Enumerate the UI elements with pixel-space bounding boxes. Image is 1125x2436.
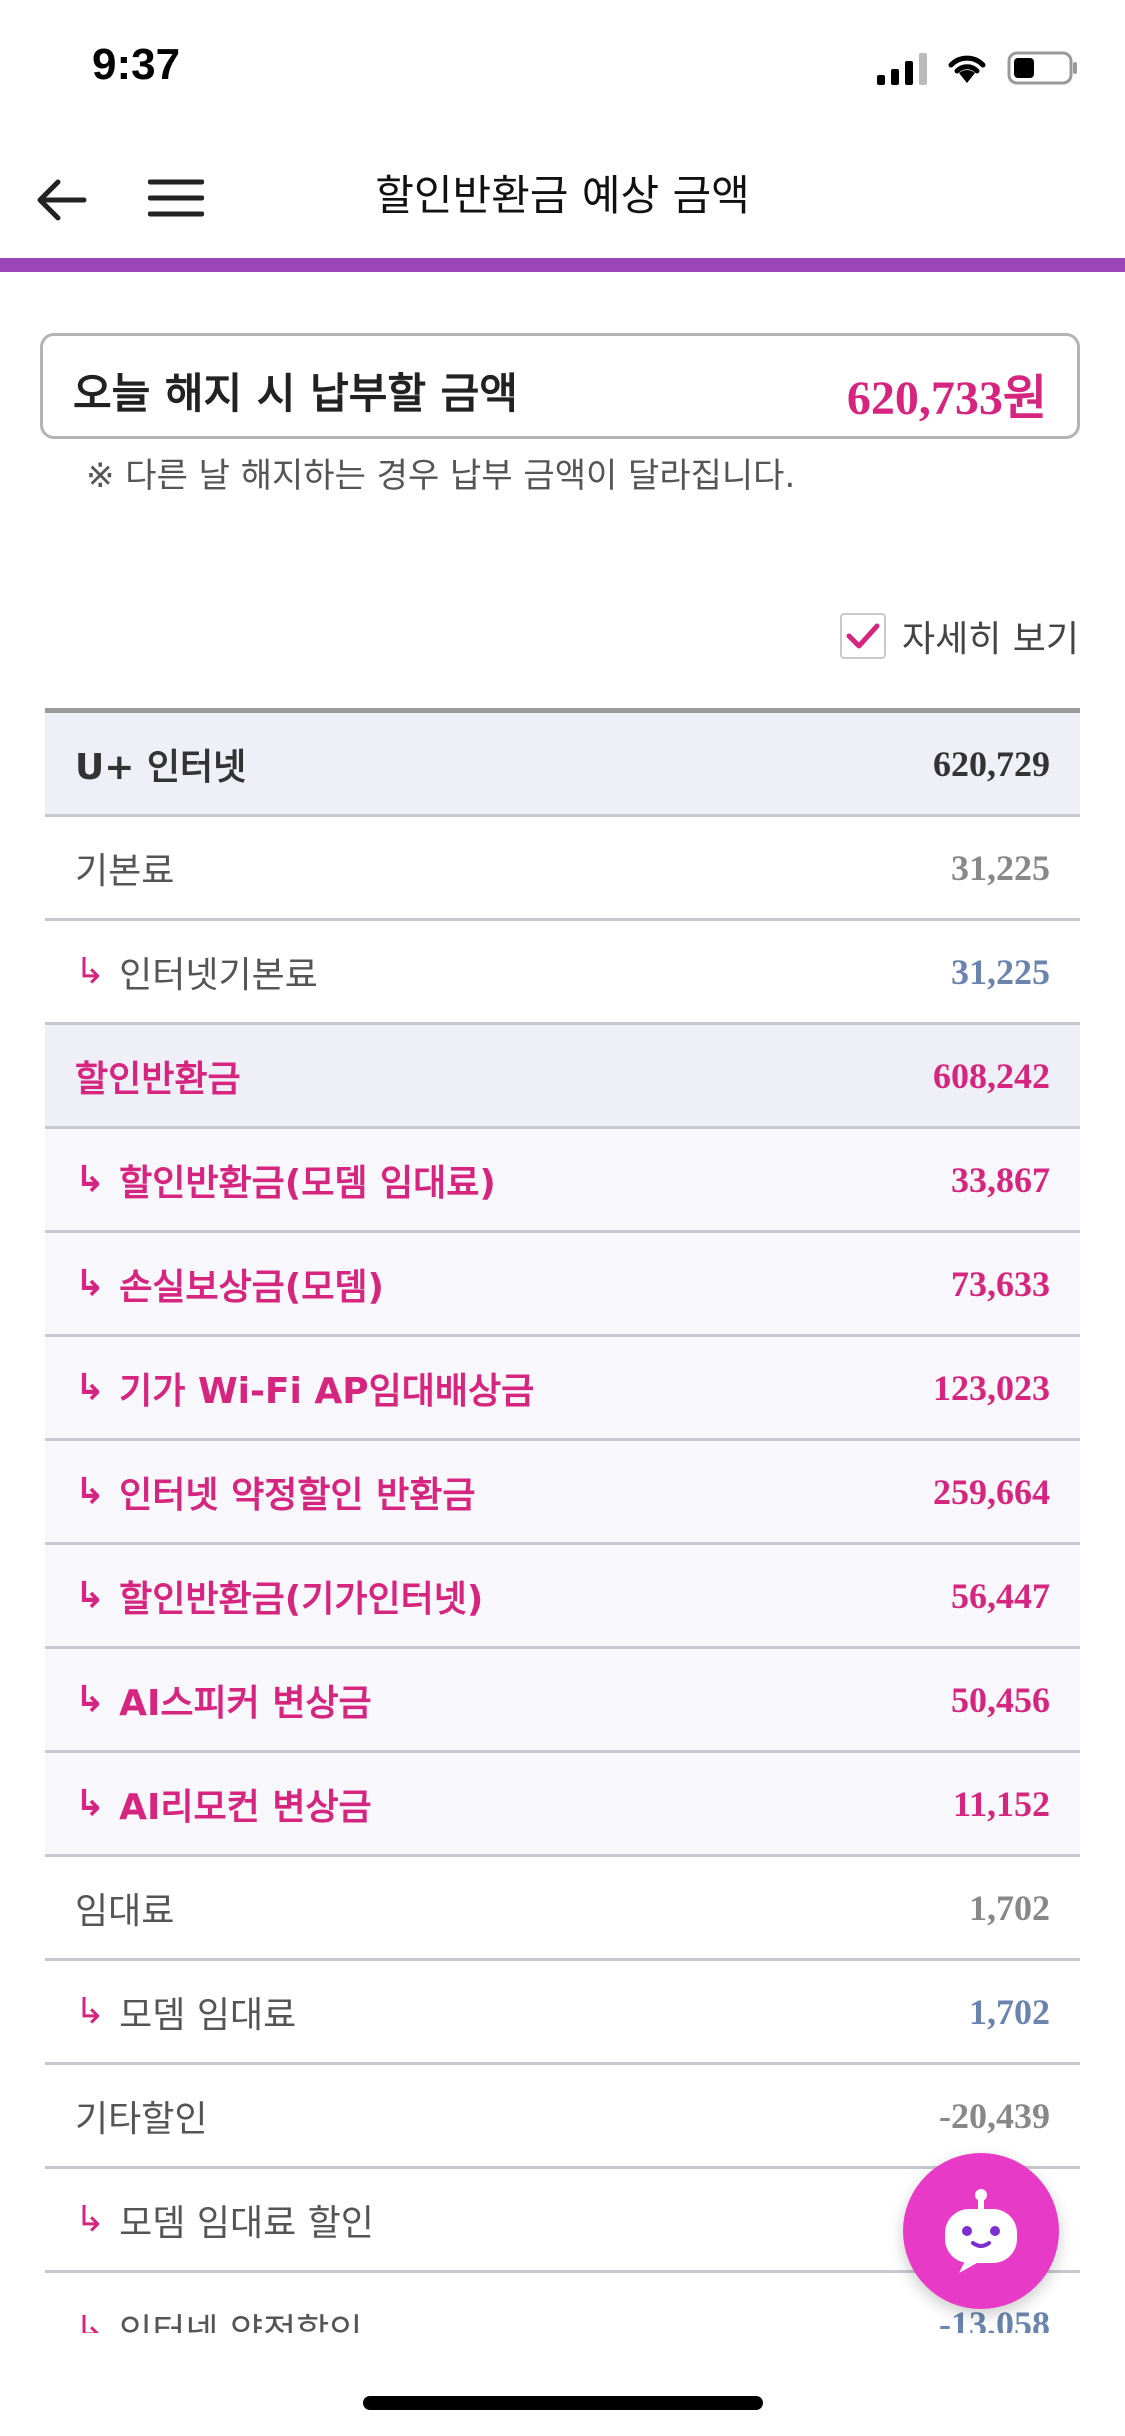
- row-value: 1,702: [969, 1991, 1050, 2032]
- row-label: 모뎀 임대료: [119, 1994, 297, 2036]
- table-row: ↳ 기가 Wi-Fi AP임대배상금 123,023: [45, 1337, 1080, 1441]
- app-header: 할인반환금 예상 금액: [0, 140, 1125, 258]
- sub-item-arrow-icon: ↳: [75, 1367, 106, 1408]
- table-row: 할인반환금 608,242: [45, 1025, 1080, 1129]
- sub-item-arrow-icon: ↳: [75, 2308, 106, 2334]
- table-row: ↳ 손실보상금(모뎀) 73,633: [45, 1233, 1080, 1337]
- row-value: 50,456: [951, 1679, 1050, 1720]
- row-value: 31,225: [951, 847, 1050, 888]
- row-label: 할인반환금(모뎀 임대료): [119, 1162, 496, 1204]
- row-label: 모뎀 임대료 할인: [119, 2202, 374, 2244]
- sub-item-arrow-icon: ↳: [75, 1783, 106, 1824]
- table-row: ↳ AI리모컨 변상금 11,152: [45, 1753, 1080, 1857]
- chatbot-button[interactable]: [903, 2153, 1059, 2309]
- sub-item-arrow-icon: ↳: [75, 1679, 106, 1720]
- detail-view-toggle[interactable]: 자세히 보기: [839, 610, 1079, 662]
- row-label: 기타할인: [75, 2098, 208, 2140]
- table-row: ↳ 할인반환금(모뎀 임대료) 33,867: [45, 1129, 1080, 1233]
- table-row: ↳ 인터넷 약정할인 -13,058: [45, 2273, 1080, 2333]
- row-label: 인터넷 약정할인 반환금: [119, 1474, 476, 1516]
- menu-button[interactable]: [147, 168, 205, 228]
- table-row: ↳ 인터넷기본료 31,225: [45, 921, 1080, 1025]
- row-value: 259,664: [933, 1471, 1050, 1512]
- row-value: 608,242: [933, 1055, 1050, 1096]
- sub-item-arrow-icon: ↳: [75, 1263, 106, 1304]
- status-time: 9:37: [92, 40, 181, 89]
- row-label: 기가 Wi-Fi AP임대배상금: [119, 1370, 535, 1412]
- robot-icon: [945, 2189, 1017, 2273]
- table-row: 기본료 31,225: [45, 817, 1080, 921]
- wifi-icon: [948, 55, 986, 83]
- sub-item-arrow-icon: ↳: [75, 951, 106, 992]
- charge-table: U+ 인터넷 620,729 기본료 31,225 ↳ 인터넷기본료 31,225…: [45, 708, 1080, 2333]
- row-value: 620,729: [933, 743, 1050, 784]
- summary-note: ※ 다른 날 해지하는 경우 납부 금액이 달라집니다.: [86, 456, 796, 496]
- table-row: ↳ AI스피커 변상금 50,456: [45, 1649, 1080, 1753]
- table-row: U+ 인터넷 620,729: [45, 713, 1080, 817]
- row-value: -13,058: [939, 2304, 1050, 2333]
- summary-label: 오늘 해지 시 납부할 금액: [73, 369, 518, 418]
- summary-box: 오늘 해지 시 납부할 금액 620,733원: [40, 333, 1080, 439]
- hamburger-menu-icon: [147, 179, 205, 217]
- row-value: 73,633: [951, 1263, 1050, 1304]
- table-row: 임대료 1,702: [45, 1857, 1080, 1961]
- row-label: AI리모컨 변상금: [119, 1786, 372, 1828]
- row-label: 기본료: [75, 850, 175, 892]
- row-value: 33,867: [951, 1159, 1050, 1200]
- page-title: 할인반환금 예상 금액: [375, 171, 750, 220]
- row-label: 할인반환금: [75, 1058, 241, 1100]
- battery-icon: [1007, 51, 1077, 85]
- row-label: U+ 인터넷: [75, 746, 247, 788]
- row-label: 할인반환금(기가인터넷): [119, 1578, 484, 1620]
- home-indicator: [363, 2396, 763, 2410]
- table-row: ↳ 인터넷 약정할인 반환금 259,664: [45, 1441, 1080, 1545]
- checkmark-icon: [846, 623, 880, 649]
- table-row: ↳ 모뎀 임대료 1,702: [45, 1961, 1080, 2065]
- table-row: 기타할인 -20,439: [45, 2065, 1080, 2169]
- back-button[interactable]: [32, 170, 92, 230]
- back-arrow-icon: [37, 179, 87, 221]
- row-label: 임대료: [75, 1890, 175, 1932]
- summary-amount: 620,733원: [846, 372, 1047, 425]
- status-icons: [877, 50, 1079, 86]
- row-label: AI스피커 변상금: [119, 1682, 372, 1724]
- row-value: -20,439: [939, 2095, 1050, 2136]
- sub-item-arrow-icon: ↳: [75, 1575, 106, 1616]
- row-value: 123,023: [933, 1367, 1050, 1408]
- row-value: 56,447: [951, 1575, 1050, 1616]
- detail-view-checkbox[interactable]: [839, 613, 886, 659]
- status-bar: 9:37: [0, 0, 1125, 140]
- table-row: ↳ 할인반환금(기가인터넷) 56,447: [45, 1545, 1080, 1649]
- row-label: 손실보상금(모뎀): [119, 1266, 384, 1308]
- sub-item-arrow-icon: ↳: [75, 1471, 106, 1512]
- sub-item-arrow-icon: ↳: [75, 1159, 106, 1200]
- row-value: 1,702: [969, 1887, 1050, 1928]
- header-accent-bar: [0, 258, 1125, 272]
- row-value: 31,225: [951, 951, 1050, 992]
- detail-view-label: 자세히 보기: [901, 619, 1079, 660]
- row-label: 인터넷 약정할인: [119, 2312, 363, 2333]
- sub-item-arrow-icon: ↳: [75, 2199, 106, 2240]
- sub-item-arrow-icon: ↳: [75, 1991, 106, 2032]
- row-label: 인터넷기본료: [119, 954, 318, 996]
- cellular-signal-icon: [877, 51, 927, 85]
- row-value: 11,152: [952, 1783, 1050, 1824]
